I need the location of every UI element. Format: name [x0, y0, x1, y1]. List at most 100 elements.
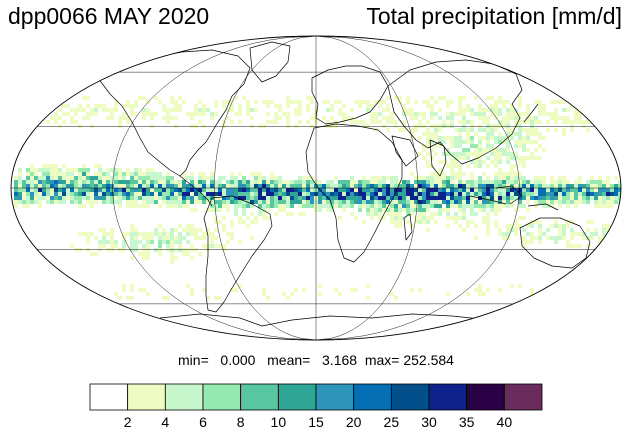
precip-cell: [538, 100, 542, 104]
precip-cell: [190, 124, 194, 128]
precip-cell: [514, 184, 518, 188]
precip-cell: [474, 200, 478, 204]
precip-cell: [134, 104, 138, 108]
precip-cell: [190, 288, 194, 292]
precip-cell: [606, 204, 610, 208]
precip-cell: [306, 200, 310, 204]
precip-cell: [230, 224, 234, 228]
precip-cell: [398, 204, 402, 208]
precip-cell: [506, 128, 510, 132]
precip-cell: [474, 188, 478, 192]
precip-cell: [546, 128, 550, 132]
coastlines: [97, 41, 607, 327]
precip-cell: [166, 172, 170, 176]
precip-cell: [434, 132, 438, 136]
precip-cell: [278, 108, 282, 112]
precip-cell: [382, 196, 386, 200]
precip-cell: [58, 180, 62, 184]
precip-cell: [150, 192, 154, 196]
precip-cell: [170, 116, 174, 120]
precip-cell: [422, 148, 426, 152]
precip-cell: [494, 184, 498, 188]
precip-cell: [502, 116, 506, 120]
precip-cell: [126, 192, 130, 196]
precip-cell: [330, 188, 334, 192]
precip-cell: [78, 176, 82, 180]
precip-cell: [134, 168, 138, 172]
precip-cell: [402, 128, 406, 132]
precip-cell: [502, 232, 506, 236]
precip-cell: [90, 108, 94, 112]
precip-cell: [494, 100, 498, 104]
precip-cell: [450, 204, 454, 208]
precip-cell: [426, 164, 430, 168]
precip-cell: [378, 112, 382, 116]
precip-cell: [130, 228, 134, 232]
precip-cell: [510, 104, 514, 108]
precip-cell: [574, 204, 578, 208]
precip-cell: [562, 200, 566, 204]
precip-cell: [470, 212, 474, 216]
precip-cell: [390, 180, 394, 184]
precip-cell: [118, 248, 122, 252]
precip-cell: [78, 180, 82, 184]
precip-cell: [458, 120, 462, 124]
precip-cell: [450, 192, 454, 196]
precip-cell: [506, 192, 510, 196]
precip-cell: [358, 208, 362, 212]
precip-cell: [486, 108, 490, 112]
precip-cell: [262, 288, 266, 292]
precip-cell: [574, 244, 578, 248]
precip-cell: [126, 100, 130, 104]
precip-cell: [494, 164, 498, 168]
precip-cell: [442, 192, 446, 196]
precip-cell: [194, 108, 198, 112]
precip-cell: [578, 180, 582, 184]
precip-cell: [458, 176, 462, 180]
precip-cell: [98, 244, 102, 248]
precip-cell: [550, 176, 554, 180]
precip-cell: [302, 288, 306, 292]
precip-cell: [522, 160, 526, 164]
precip-cell: [338, 200, 342, 204]
precip-cell: [198, 180, 202, 184]
precip-cell: [526, 128, 530, 132]
precip-cell: [482, 292, 486, 296]
precip-cell: [106, 200, 110, 204]
precip-cell: [282, 200, 286, 204]
precip-cell: [154, 248, 158, 252]
precip-cell: [34, 188, 38, 192]
precip-cell: [250, 204, 254, 208]
precip-cell: [466, 188, 470, 192]
precip-cell: [498, 288, 502, 292]
precip-cell: [42, 196, 46, 200]
globe-outline: [10, 35, 622, 341]
precip-cell: [598, 204, 602, 208]
precip-cell: [434, 152, 438, 156]
precip-cell: [418, 288, 422, 292]
precip-cell: [226, 240, 230, 244]
precip-cell: [442, 120, 446, 124]
precip-cell: [54, 112, 58, 116]
precip-cell: [370, 184, 374, 188]
precip-cell: [470, 160, 474, 164]
precip-cell: [458, 164, 462, 168]
precip-cell: [506, 188, 510, 192]
precip-cell: [446, 136, 450, 140]
precip-cell: [338, 184, 342, 188]
precip-cell: [530, 120, 534, 124]
map-title-right: Total precipitation [mm/d]: [366, 3, 622, 29]
precip-cell: [206, 192, 210, 196]
precip-cell: [498, 136, 502, 140]
precip-cell: [190, 180, 194, 184]
precip-cell: [538, 136, 542, 140]
precip-cell: [570, 184, 574, 188]
precip-cell: [550, 112, 554, 116]
precip-cell: [86, 248, 90, 252]
precip-cell: [482, 120, 486, 124]
precip-cell: [154, 112, 158, 116]
precip-cell: [86, 236, 90, 240]
precip-cell: [486, 96, 490, 100]
precip-cell: [502, 136, 506, 140]
precip-cell: [178, 244, 182, 248]
